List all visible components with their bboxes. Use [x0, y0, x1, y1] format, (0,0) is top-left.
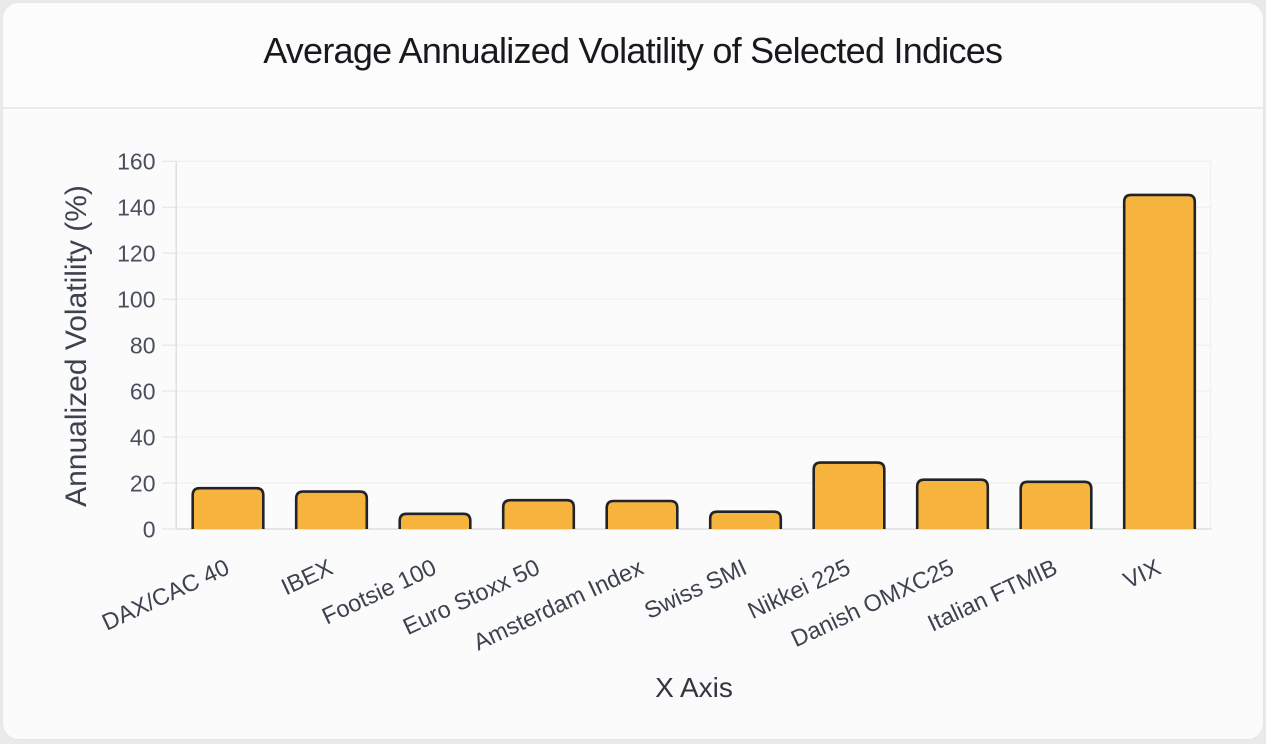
svg-text:IBEX: IBEX [277, 554, 337, 600]
svg-text:120: 120 [117, 241, 155, 267]
svg-text:Amsterdam Index: Amsterdam Index [469, 554, 647, 655]
svg-text:160: 160 [117, 149, 155, 175]
svg-text:Swiss SMI: Swiss SMI [640, 554, 750, 624]
svg-text:X Axis: X Axis [655, 672, 733, 703]
svg-text:100: 100 [117, 287, 155, 313]
svg-text:140: 140 [117, 195, 155, 221]
svg-text:0: 0 [143, 516, 156, 542]
svg-text:60: 60 [130, 378, 156, 404]
svg-text:20: 20 [130, 470, 156, 496]
svg-text:Annualized Volatility (%): Annualized Volatility (%) [60, 185, 93, 507]
svg-text:80: 80 [130, 333, 156, 359]
svg-text:40: 40 [130, 424, 156, 450]
svg-text:VIX: VIX [1119, 554, 1165, 594]
svg-text:DAX/CAC 40: DAX/CAC 40 [98, 554, 233, 636]
